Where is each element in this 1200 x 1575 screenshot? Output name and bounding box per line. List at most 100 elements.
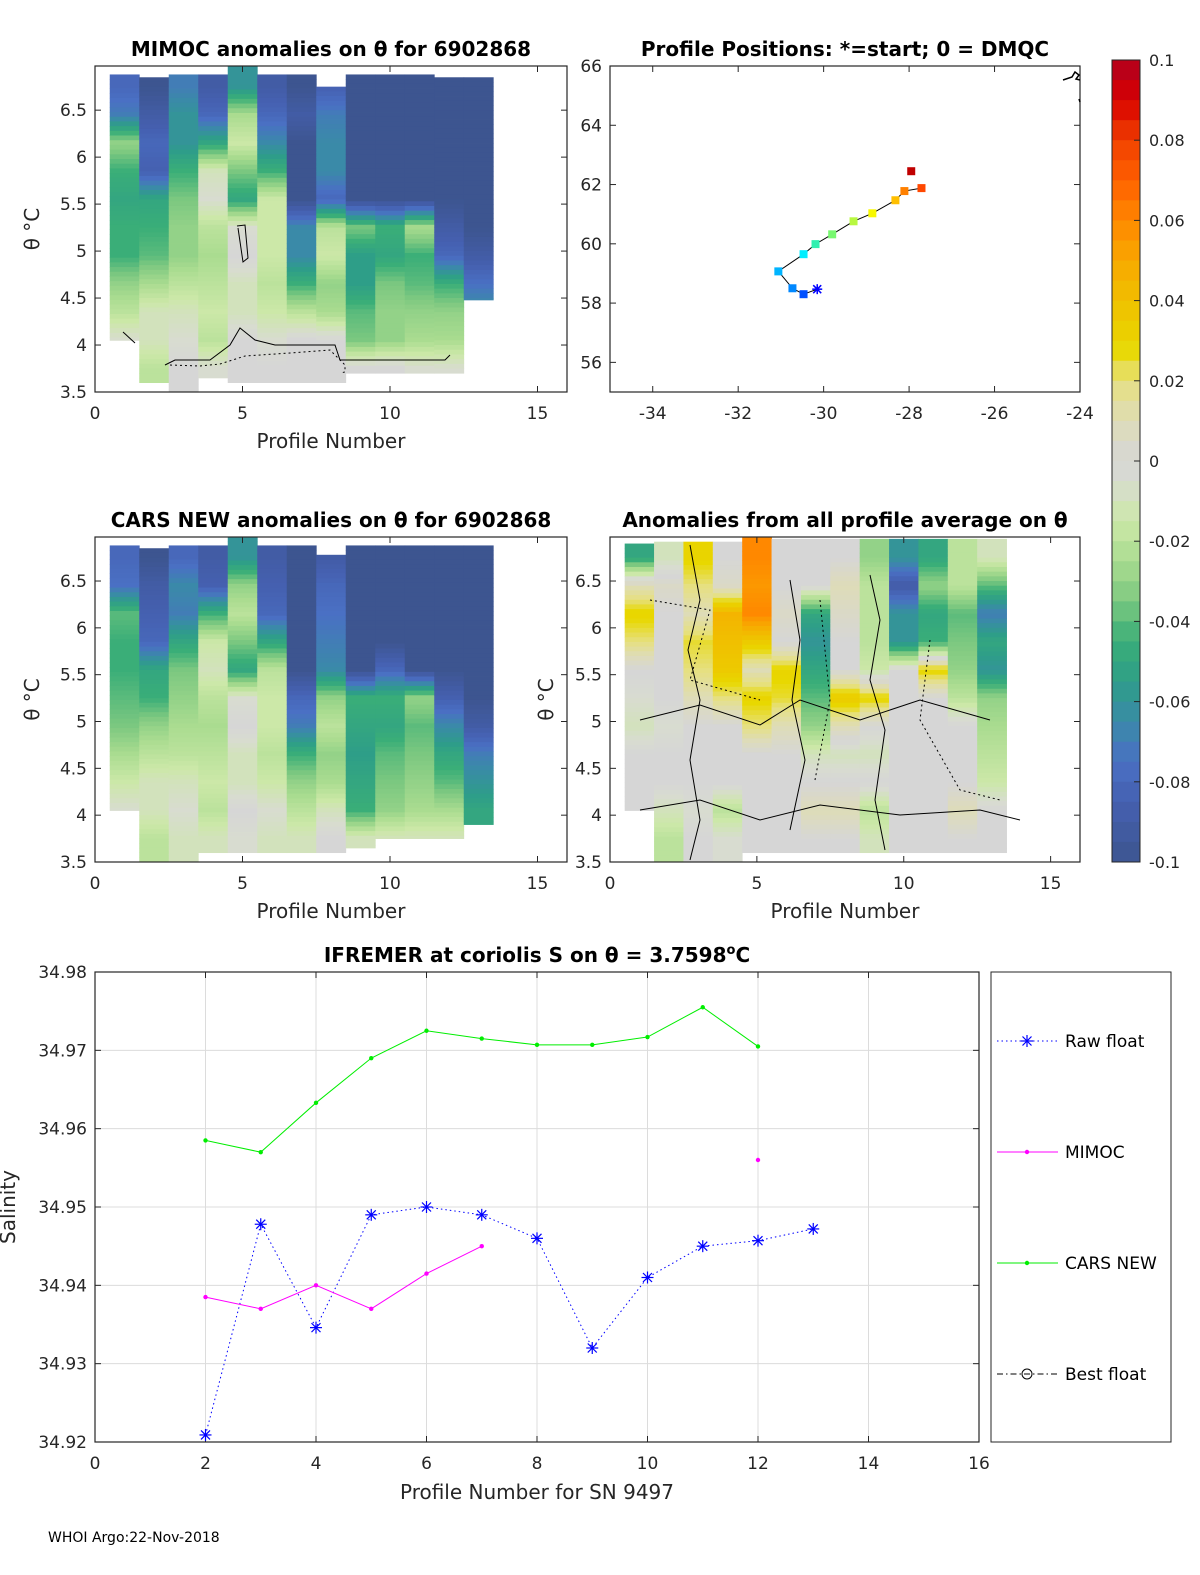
heatmap-cell: [375, 728, 406, 734]
x-tick-label: 10: [637, 1454, 659, 1474]
heatmap-cell: [654, 747, 684, 753]
heatmap-cell: [286, 107, 317, 113]
heatmap-cell: [800, 782, 831, 788]
heatmap-cell: [316, 213, 347, 219]
heatmap-cell: [168, 332, 199, 338]
heatmap-cell: [375, 271, 406, 277]
heatmap-cell: [198, 709, 229, 715]
heatmap-cell: [345, 173, 376, 179]
heatmap-cell: [375, 826, 406, 832]
heatmap-cell: [654, 649, 684, 655]
heatmap-cell: [404, 159, 435, 165]
heatmap-cell: [771, 815, 802, 821]
y-tick-label: 6.5: [60, 572, 87, 592]
heatmap-cell: [859, 763, 890, 769]
data-point: [203, 1294, 208, 1300]
heatmap-cell: [434, 592, 465, 598]
heatmap-cell: [947, 599, 978, 605]
heatmap-cell: [316, 185, 347, 191]
heatmap-cell: [624, 716, 655, 722]
heatmap-cell: [712, 682, 743, 688]
heatmap-cell: [109, 140, 140, 146]
heatmap-cell: [742, 630, 772, 636]
colorbar-segment: [1112, 741, 1140, 763]
data-point: [313, 1100, 319, 1106]
heatmap-cell: [168, 718, 199, 724]
heatmap-cell: [286, 699, 317, 706]
heatmap-cell: [198, 821, 229, 827]
heatmap-cell: [139, 377, 170, 384]
heatmap-cell: [198, 676, 229, 682]
heatmap-cell: [286, 271, 317, 277]
heatmap-cell: [198, 845, 229, 851]
heatmap-cell: [830, 744, 861, 751]
heatmap-cell: [918, 581, 949, 587]
footer-credit: WHOI Argo:22-Nov-2018: [48, 1530, 220, 1546]
heatmap-cell: [463, 653, 494, 659]
heatmap-cell: [227, 230, 258, 236]
heatmap-cell: [316, 208, 347, 214]
heatmap-cell: [947, 552, 978, 559]
heatmap-cell: [345, 243, 376, 249]
heatmap-cell: [654, 597, 684, 603]
heatmap-cell: [859, 637, 890, 643]
heatmap-cell: [109, 578, 140, 584]
heatmap-cell: [316, 845, 347, 851]
heatmap-cell: [771, 702, 802, 708]
heatmap-cell: [168, 671, 199, 677]
heatmap-cell: [654, 729, 684, 735]
heatmap-cell: [404, 695, 435, 701]
title-main: IFREMER at coriolis S on θ = 3.7598: [324, 943, 727, 967]
colorbar-segment: [1112, 761, 1140, 783]
heatmap-cell: [800, 688, 831, 694]
heatmap-cell: [139, 269, 170, 275]
heatmap-cell: [947, 655, 978, 662]
heatmap-cell: [434, 812, 465, 818]
heatmap-cell: [683, 757, 714, 763]
heatmap-cell: [742, 836, 772, 842]
heatmap-cell: [771, 712, 802, 718]
heatmap-cell: [286, 718, 317, 724]
heatmap-cell: [654, 541, 684, 547]
heatmap-cell: [463, 765, 494, 771]
heatmap-cell: [227, 616, 258, 622]
heatmap-cell: [316, 765, 347, 771]
heatmap-cell: [139, 763, 170, 769]
heatmap-cell: [859, 538, 890, 544]
heatmap-cell: [624, 749, 655, 755]
heatmap-cell: [316, 774, 347, 780]
heatmap-cell: [345, 210, 376, 216]
heatmap-cell: [434, 760, 465, 766]
heatmap-cell: [434, 124, 465, 130]
heatmap-cell: [168, 88, 199, 94]
heatmap-cell: [830, 651, 861, 657]
heatmap-cell: [947, 590, 978, 596]
heatmap-column: [109, 545, 140, 811]
heatmap-cell: [889, 735, 919, 741]
heatmap-cell: [434, 86, 465, 92]
heatmap-cell: [139, 810, 170, 816]
heatmap-cell: [139, 138, 170, 144]
heatmap-cell: [139, 791, 170, 797]
heatmap-cell: [712, 654, 743, 660]
x-tick-label: 5: [237, 874, 248, 894]
legend-entry: CARS NEW: [997, 1254, 1157, 1274]
heatmap-cell: [375, 74, 406, 80]
heatmap-cell: [286, 798, 317, 804]
heatmap-cell: [918, 669, 949, 676]
heatmap-cell: [624, 660, 655, 666]
heatmap-cell: [139, 298, 170, 304]
heatmap-cell: [198, 760, 229, 766]
heatmap-cell: [771, 618, 802, 624]
heatmap-cell: [742, 583, 772, 589]
heatmap-cell: [404, 337, 435, 343]
heatmap-cell: [434, 119, 465, 125]
heatmap-cell: [198, 550, 229, 556]
heatmap-cell: [889, 819, 919, 825]
heatmap-cell: [345, 587, 376, 593]
heatmap-cell: [463, 723, 494, 729]
heatmap-cell: [198, 592, 229, 598]
legend-label: Best float: [1065, 1365, 1147, 1385]
heatmap-cell: [316, 302, 347, 308]
